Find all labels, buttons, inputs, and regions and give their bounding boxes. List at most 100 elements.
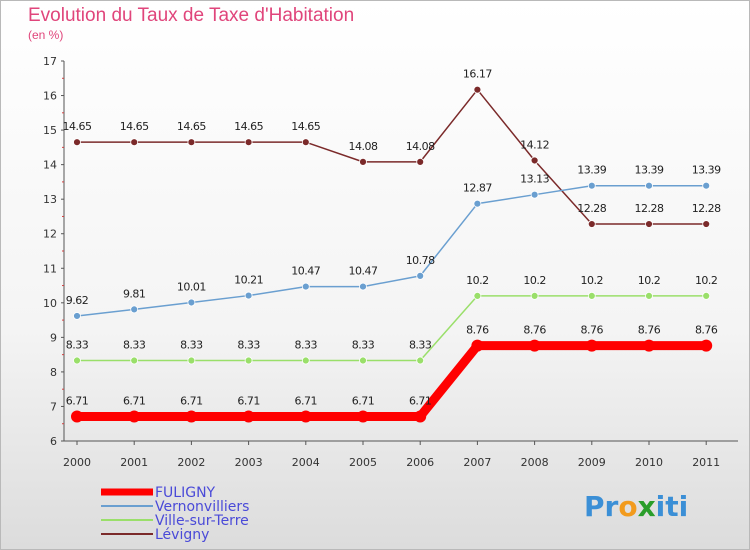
data-label: 10.47 <box>291 265 320 278</box>
data-label: 14.08 <box>349 140 378 153</box>
data-label: 8.76 <box>638 324 661 337</box>
data-point <box>530 292 539 300</box>
data-point <box>301 282 310 291</box>
data-label: 13.39 <box>577 164 606 177</box>
y-tick-label: 15 <box>43 124 57 137</box>
data-point <box>585 339 598 352</box>
data-point <box>128 410 141 423</box>
data-label: 10.2 <box>523 274 546 287</box>
data-label: 10.78 <box>406 254 435 267</box>
data-label: 8.76 <box>695 324 718 337</box>
data-point <box>359 157 367 166</box>
data-label: 6.71 <box>66 394 89 407</box>
data-label: 8.33 <box>66 339 89 352</box>
legend-label: Vernonvilliers <box>155 499 249 515</box>
data-label: 12.28 <box>635 202 664 215</box>
logo-letter: t <box>665 490 679 523</box>
data-label: 12.87 <box>463 182 492 195</box>
data-label: 16.17 <box>463 68 492 81</box>
x-tick-label: 2007 <box>463 456 491 469</box>
data-point <box>702 220 711 228</box>
series-lines <box>71 85 713 423</box>
data-point <box>301 138 310 147</box>
x-tick-label: 2000 <box>63 456 91 469</box>
chart-title: Evolution du Taux de Taxe d'Habitation <box>28 5 355 26</box>
data-label: 8.33 <box>123 339 146 352</box>
data-point <box>414 410 427 423</box>
data-label: 14.65 <box>234 120 263 133</box>
data-label: 14.65 <box>63 120 92 133</box>
data-point <box>530 190 539 199</box>
data-point <box>244 138 253 147</box>
data-label: 12.28 <box>692 202 721 215</box>
legend-label: FULIGNY <box>155 485 216 501</box>
data-label: 13.39 <box>635 164 664 177</box>
y-tick-label: 7 <box>50 400 57 413</box>
data-point <box>416 157 425 166</box>
data-label: 10.2 <box>581 274 604 287</box>
data-point <box>301 356 310 365</box>
data-point <box>299 410 312 423</box>
data-point <box>244 291 253 300</box>
series-line-Ville-sur-Terre <box>77 295 707 362</box>
y-tick-label: 8 <box>50 366 57 379</box>
data-label: 10.2 <box>466 274 489 287</box>
x-tick-label: 2006 <box>406 456 434 469</box>
data-point <box>473 292 482 300</box>
data-label: 10.2 <box>638 274 661 287</box>
data-point <box>130 138 139 147</box>
data-label: 6.71 <box>237 394 260 407</box>
data-point <box>473 199 482 208</box>
data-point <box>587 220 596 228</box>
data-point <box>73 138 81 147</box>
data-point <box>244 356 253 365</box>
series-line-Lévigny <box>77 88 707 225</box>
x-tick-label: 2001 <box>120 456 148 469</box>
data-label: 10.21 <box>234 274 263 287</box>
data-label: 13.13 <box>520 173 549 186</box>
legend-label: Ville-sur-Terre <box>155 513 249 529</box>
data-point <box>242 410 255 423</box>
data-point <box>471 339 484 352</box>
data-point <box>187 356 196 365</box>
x-tick-label: 2011 <box>692 456 720 469</box>
series-line-Vernonvilliers <box>76 184 707 317</box>
data-point <box>473 85 482 94</box>
y-tick-label: 6 <box>50 435 57 448</box>
data-label: 14.08 <box>406 140 435 153</box>
x-tick-label: 2004 <box>292 456 320 469</box>
logo-letter: i <box>655 490 666 523</box>
y-tick-label: 16 <box>43 90 57 103</box>
data-label: 14.65 <box>177 120 206 133</box>
data-label: 6.71 <box>352 394 375 407</box>
y-tick-label: 11 <box>43 262 57 275</box>
data-label: 8.33 <box>237 339 260 352</box>
y-tick-label: 9 <box>50 331 57 344</box>
data-label: 9.62 <box>66 294 89 307</box>
data-point <box>130 356 139 365</box>
data-label: 8.33 <box>180 339 203 352</box>
data-label: 6.71 <box>409 394 432 407</box>
data-point <box>645 220 653 228</box>
data-point <box>130 305 139 314</box>
data-label: 8.33 <box>352 339 375 352</box>
data-point <box>528 339 541 352</box>
data-point <box>185 410 198 423</box>
data-label: 10.47 <box>349 265 378 278</box>
data-label: 6.71 <box>180 394 203 407</box>
data-point <box>530 156 539 165</box>
logo-letter: P <box>584 490 605 523</box>
data-point <box>71 410 83 423</box>
data-label: 6.71 <box>123 394 146 407</box>
data-point <box>416 271 425 280</box>
data-label: 12.28 <box>577 202 606 215</box>
data-point <box>645 292 653 300</box>
logo-letter: i <box>678 490 689 523</box>
series-line-FULIGNY <box>77 341 707 421</box>
x-tick-label: 2010 <box>635 456 663 469</box>
data-point <box>645 181 653 190</box>
y-tick-label: 12 <box>43 228 57 241</box>
data-label: 13.39 <box>692 164 721 177</box>
